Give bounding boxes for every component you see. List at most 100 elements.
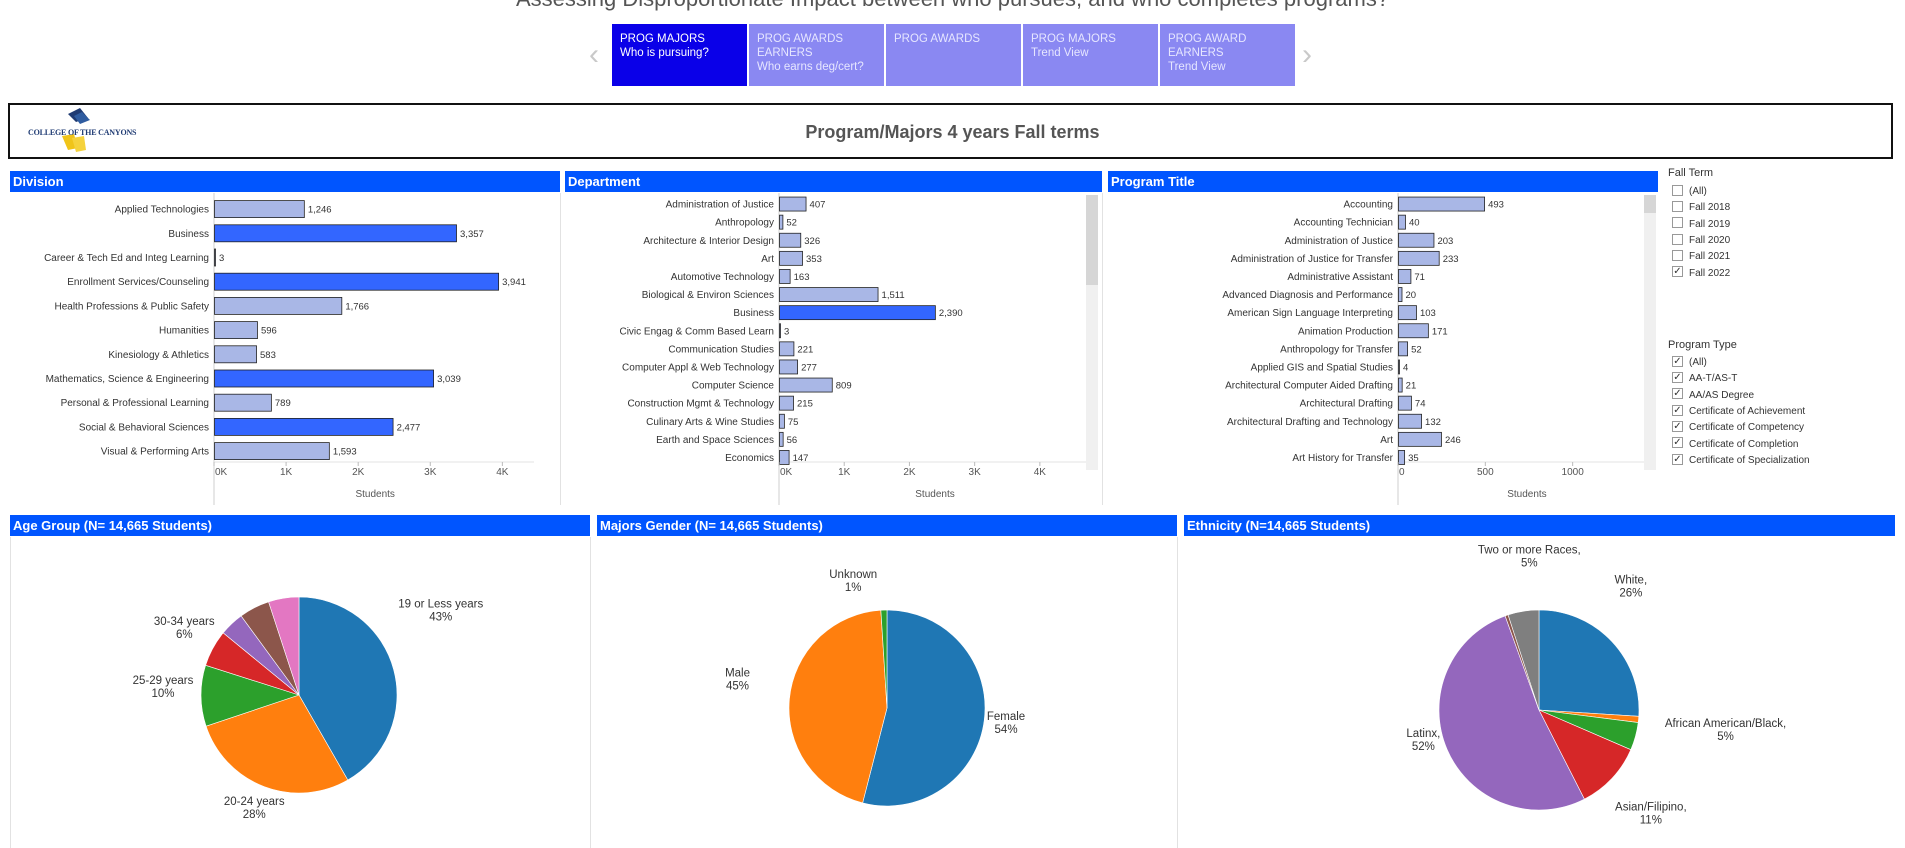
bar[interactable] xyxy=(214,321,258,340)
nav-tab-prog-awards[interactable]: PROG AWARDS xyxy=(886,24,1021,86)
x-tick-label: 0K xyxy=(780,467,793,478)
checkbox-checked-icon[interactable]: ✓ xyxy=(1672,453,1683,465)
filter-option[interactable]: ✓ (All) xyxy=(1672,355,1707,370)
pie-slice[interactable] xyxy=(268,596,300,696)
bar-category-label: Animation Production xyxy=(1298,326,1393,337)
bar[interactable] xyxy=(779,341,795,357)
bar[interactable] xyxy=(1398,196,1486,212)
bar[interactable] xyxy=(214,417,394,436)
bar[interactable] xyxy=(779,250,803,266)
bar-value-label: 809 xyxy=(836,381,852,392)
filter-option[interactable]: Fall 2021 xyxy=(1672,250,1730,264)
filter-option[interactable]: (All) xyxy=(1672,184,1707,199)
filter-option[interactable]: ✓ Certificate of Competency xyxy=(1672,421,1804,435)
program-scroll-thumb[interactable] xyxy=(1644,195,1656,213)
bar[interactable] xyxy=(214,297,343,315)
bar[interactable] xyxy=(779,232,802,248)
bar[interactable] xyxy=(1398,395,1412,411)
bar[interactable] xyxy=(779,359,798,375)
bar[interactable] xyxy=(779,305,936,321)
bar[interactable] xyxy=(779,450,790,465)
nav-tab-line: EARNERS xyxy=(757,47,813,59)
checkbox-icon[interactable] xyxy=(1672,184,1683,196)
pie-slice[interactable] xyxy=(1538,709,1632,800)
checkbox-checked-icon[interactable]: ✓ xyxy=(1672,266,1683,278)
bar[interactable] xyxy=(779,413,785,429)
nav-tab-prog-award-earners-trend[interactable]: PROG AWARD EARNERS Trend View xyxy=(1160,24,1295,86)
nav-tab-line: PROG AWARDS xyxy=(894,33,981,45)
bar[interactable] xyxy=(779,377,833,393)
bar[interactable] xyxy=(1398,323,1429,339)
pie-slice[interactable] xyxy=(1538,609,1640,717)
filter-option[interactable]: Fall 2020 xyxy=(1672,233,1730,248)
bar[interactable] xyxy=(214,272,500,291)
pie-slice[interactable] xyxy=(1507,609,1540,711)
bar[interactable] xyxy=(1398,287,1403,302)
department-header: Department xyxy=(565,171,1102,192)
checkbox-checked-icon[interactable]: ✓ xyxy=(1672,437,1683,449)
bar[interactable] xyxy=(1398,214,1406,230)
nav-tab-prog-majors[interactable]: PROG MAJORS Who is pursuing? xyxy=(612,24,747,86)
bar[interactable] xyxy=(214,248,216,267)
filter-option[interactable]: Fall 2019 xyxy=(1672,217,1731,232)
filter-option-label: Fall 2019 xyxy=(1689,218,1731,230)
bar[interactable] xyxy=(779,395,794,411)
nav-tab-line: Who is pursuing? xyxy=(620,47,709,59)
bar[interactable] xyxy=(1398,413,1422,429)
checkbox-icon[interactable] xyxy=(1672,201,1683,213)
bar-value-label: 71 xyxy=(1414,272,1425,283)
bar[interactable] xyxy=(214,393,272,412)
filter-option[interactable]: ✓ Certificate of Specialization xyxy=(1672,453,1810,468)
bar[interactable] xyxy=(1398,359,1400,375)
bar[interactable] xyxy=(214,369,434,388)
pie-slice[interactable] xyxy=(880,609,888,709)
bar-category-label: Administration of Justice xyxy=(1285,236,1394,247)
bar[interactable] xyxy=(214,224,457,243)
department-scroll-thumb[interactable] xyxy=(1086,195,1098,285)
filter-option[interactable]: ✓ Fall 2022 xyxy=(1672,266,1730,281)
checkbox-checked-icon[interactable]: ✓ xyxy=(1672,372,1683,384)
pie-slice[interactable] xyxy=(1438,615,1585,811)
checkbox-checked-icon[interactable]: ✓ xyxy=(1672,404,1683,416)
chevron-right-icon[interactable]: › xyxy=(1302,38,1312,71)
bar-value-label: 20 xyxy=(1405,290,1416,301)
checkbox-icon[interactable] xyxy=(1672,233,1683,245)
bar[interactable] xyxy=(779,431,784,447)
bar[interactable] xyxy=(1398,232,1435,248)
pie-slice[interactable] xyxy=(298,596,398,781)
bar[interactable] xyxy=(214,345,257,364)
filter-option[interactable]: ✓ AA-T/AS-T xyxy=(1672,372,1737,386)
bar[interactable] xyxy=(1398,341,1408,357)
bar[interactable] xyxy=(1398,450,1406,465)
bar[interactable] xyxy=(214,442,330,461)
bar[interactable] xyxy=(779,269,791,284)
pie-slice[interactable] xyxy=(205,694,349,794)
bar-category-label: Business xyxy=(733,308,774,319)
filter-option[interactable]: Fall 2018 xyxy=(1672,201,1730,215)
bar[interactable] xyxy=(1398,269,1412,284)
bar[interactable] xyxy=(1398,377,1403,393)
chevron-left-icon[interactable]: ‹ xyxy=(589,38,599,71)
filter-option[interactable]: ✓ AA/AS Degree xyxy=(1672,388,1754,403)
pie-slice[interactable] xyxy=(788,609,888,804)
filter-option[interactable]: ✓ Certificate of Achievement xyxy=(1672,404,1805,419)
bar-value-label: 215 xyxy=(797,399,813,410)
checkbox-icon[interactable] xyxy=(1672,217,1683,229)
checkbox-icon[interactable] xyxy=(1672,250,1683,262)
bar[interactable] xyxy=(779,323,781,339)
bar[interactable] xyxy=(779,196,807,212)
program-scrollbar[interactable] xyxy=(1644,195,1656,470)
bar[interactable] xyxy=(214,200,305,218)
bar[interactable] xyxy=(1398,431,1442,447)
bar[interactable] xyxy=(1398,305,1417,321)
bar[interactable] xyxy=(1398,250,1440,266)
nav-tab-prog-awards-earners[interactable]: PROG AWARDS EARNERS Who earns deg/cert? xyxy=(749,24,884,86)
bar[interactable] xyxy=(779,214,784,230)
checkbox-checked-icon[interactable]: ✓ xyxy=(1672,388,1683,400)
bar[interactable] xyxy=(779,287,879,302)
pie-slice[interactable] xyxy=(862,609,986,807)
nav-tab-prog-majors-trend[interactable]: PROG MAJORS Trend View xyxy=(1023,24,1158,86)
checkbox-checked-icon[interactable]: ✓ xyxy=(1672,355,1683,367)
filter-option[interactable]: ✓ Certificate of Completion xyxy=(1672,437,1799,452)
checkbox-checked-icon[interactable]: ✓ xyxy=(1672,421,1683,433)
